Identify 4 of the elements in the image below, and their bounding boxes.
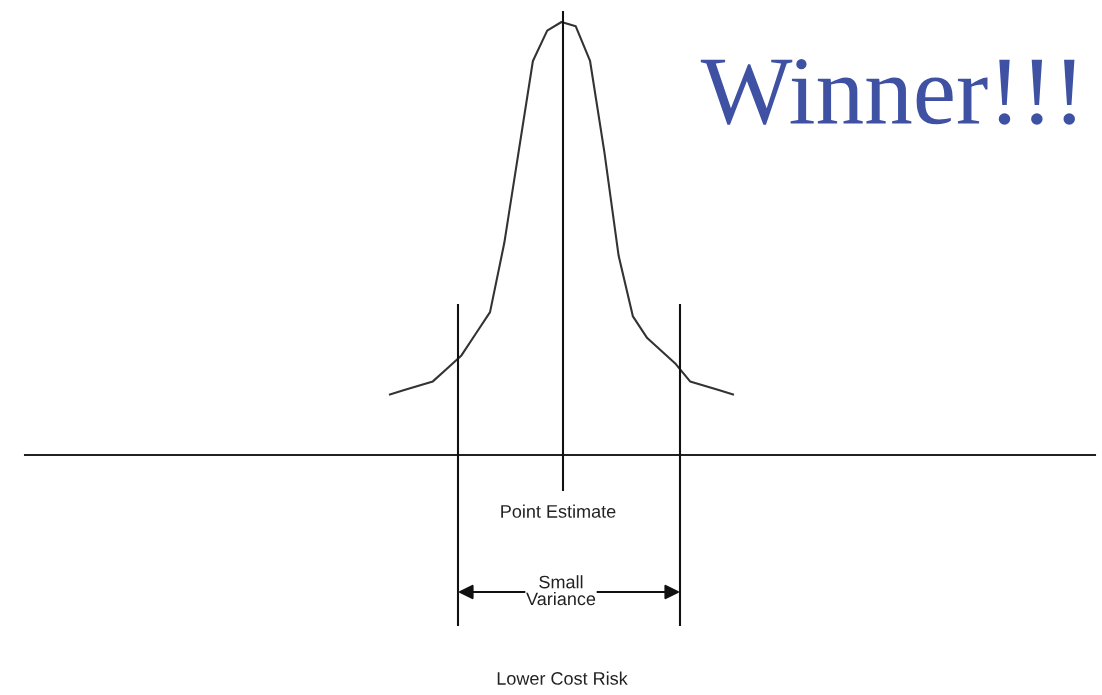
text: Lower Cost Risk xyxy=(497,671,628,685)
text: Point Estimate xyxy=(501,504,616,518)
annotation: Winner!!! xyxy=(700,59,1075,125)
text: Small Variance xyxy=(526,575,596,606)
